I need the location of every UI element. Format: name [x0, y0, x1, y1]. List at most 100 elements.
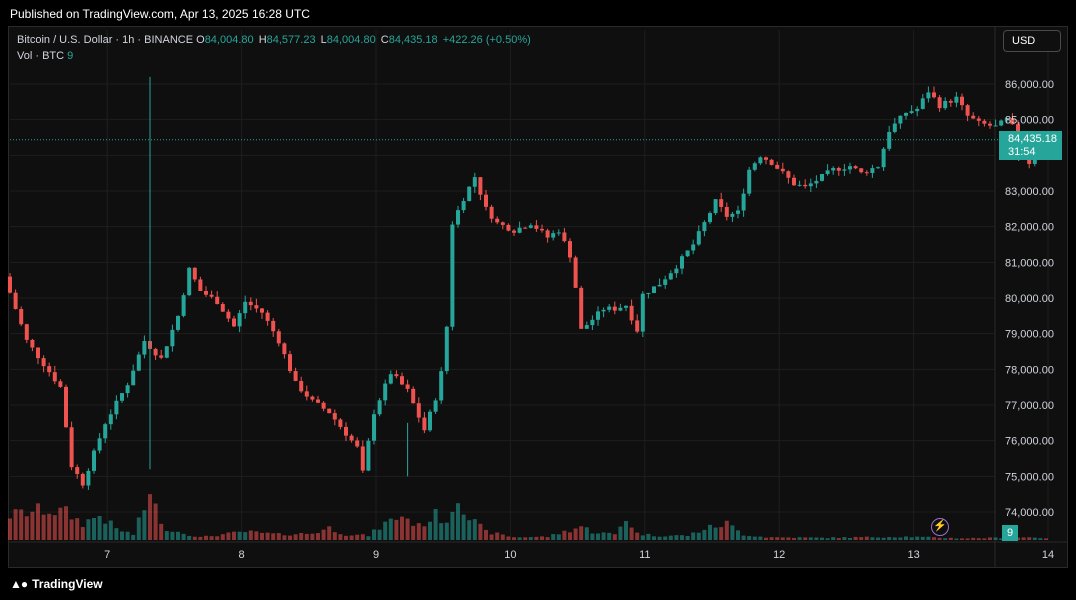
volume-bar [260, 532, 264, 540]
volume-bar [282, 535, 287, 540]
volume-bar [568, 532, 572, 540]
volume-bar [394, 519, 399, 540]
candle-body [64, 386, 68, 428]
volume-bar [719, 527, 724, 540]
symbol-title[interactable]: Bitcoin / U.S. Dollar · 1h · BINANCE [17, 34, 194, 46]
volume-bar [120, 531, 124, 540]
volume-bar [534, 536, 539, 540]
candle-body [573, 257, 578, 288]
candle-body [713, 199, 718, 214]
tradingview-brand[interactable]: ▲● TradingView [10, 577, 103, 591]
volume-bar [652, 536, 656, 540]
volume-bar [1032, 537, 1037, 540]
volume-bar [209, 536, 214, 540]
candle-body [120, 393, 124, 401]
volume-bar [904, 536, 908, 540]
volume-bar [125, 531, 130, 540]
volume-bar [176, 531, 180, 540]
volume-bar [629, 527, 634, 540]
candle-body [108, 414, 113, 425]
volume-badge: 9 [1002, 525, 1018, 541]
candle-body [668, 273, 673, 280]
candle-body [433, 400, 438, 412]
volume-bar [624, 520, 628, 540]
volume-bar [215, 536, 220, 540]
volume-bar [848, 537, 852, 540]
volume-bar [556, 534, 561, 540]
volume-bar [1027, 537, 1032, 540]
candle-body [444, 326, 449, 372]
candle-body [377, 400, 382, 415]
volume-bar [965, 538, 970, 540]
volume-bar [540, 536, 544, 540]
candle-body [836, 167, 841, 171]
volume-bar [41, 514, 46, 540]
y-tick-label: 86,000.00 [1005, 79, 1054, 91]
candle-body [80, 473, 85, 486]
volume-bar [136, 517, 141, 540]
candle-body [254, 305, 259, 309]
candle-body [411, 388, 416, 404]
candle-body [58, 381, 63, 387]
candle-body [932, 92, 936, 98]
candle-body [271, 320, 276, 332]
volume-bar [478, 523, 483, 540]
volume-bar [708, 524, 712, 540]
candle-body [842, 169, 847, 171]
candle-body [982, 120, 987, 124]
volume-bar [181, 533, 186, 540]
x-tick-label: 13 [907, 549, 919, 561]
volume-bar [484, 529, 488, 540]
candle-body [125, 385, 130, 394]
candle-body [1032, 156, 1037, 164]
high-label: H [258, 34, 267, 46]
volume-bar [332, 532, 337, 540]
candle-body [831, 167, 836, 171]
candle-body [215, 296, 220, 304]
volume-bar [825, 538, 830, 540]
volume-bar [960, 538, 964, 540]
volume-bar [192, 536, 197, 540]
candle-body [478, 177, 483, 195]
volume-bar [562, 530, 567, 540]
candle-body [282, 343, 287, 355]
candle-body [680, 256, 684, 269]
volume-bar [590, 533, 595, 540]
candle-body [674, 268, 679, 274]
candle-body [769, 159, 774, 165]
candle-body [764, 157, 768, 160]
volume-bar [220, 534, 225, 540]
volume-bar [932, 537, 936, 540]
candle-body [948, 100, 953, 103]
low-label: L [320, 34, 327, 46]
candle-body [489, 206, 494, 219]
volume-bar [915, 536, 920, 540]
candle-body [416, 403, 421, 418]
candle-body [372, 414, 376, 441]
candle-body [534, 225, 539, 229]
volume-label[interactable]: Vol · BTC [17, 50, 65, 62]
volume-bar [467, 520, 472, 540]
candle-body [960, 96, 964, 106]
volume-bar [999, 538, 1004, 540]
lightning-icon[interactable]: ⚡ [931, 518, 949, 536]
candle-body [988, 123, 992, 126]
candle-body [545, 230, 550, 238]
candle-body [265, 312, 270, 321]
volume-bar [612, 534, 617, 540]
y-tick-label: 75,000.00 [1005, 471, 1054, 483]
candle-body [579, 287, 584, 329]
candle-body [164, 346, 169, 358]
currency-button[interactable]: USD [1003, 30, 1061, 52]
candle-body [394, 374, 399, 377]
volume-bar [500, 534, 505, 540]
candle-body [355, 440, 360, 447]
candle-body [612, 306, 617, 311]
volume-bar [601, 532, 606, 540]
volume-bar [573, 528, 578, 540]
candle-body [876, 167, 880, 169]
candle-body [629, 305, 634, 321]
candle-body [506, 224, 511, 231]
volume-bar [859, 537, 864, 540]
